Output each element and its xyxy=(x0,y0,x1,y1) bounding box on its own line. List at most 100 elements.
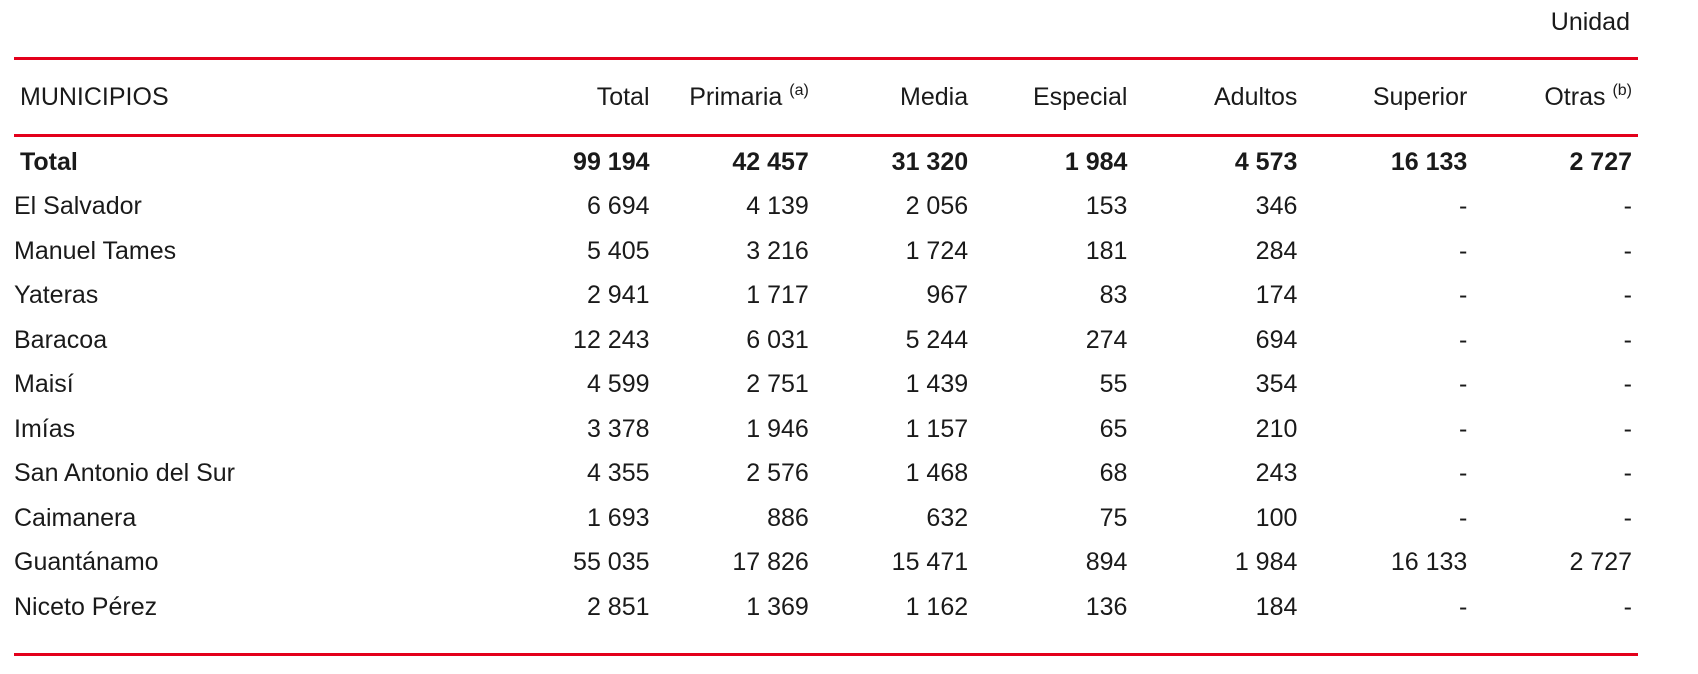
cell-primaria: 3 216 xyxy=(746,236,809,265)
table-row: Yateras 2 941 1 717 967 83 174 - - xyxy=(14,274,1638,319)
cell-media: 1 468 xyxy=(905,459,969,488)
total-row: Total 99 194 42 457 31 320 1 984 4 573 1… xyxy=(14,140,1638,185)
table-row: Niceto Pérez 2 851 1 369 1 162 136 184 - - xyxy=(14,585,1638,630)
header-primaria: Primaria (a) xyxy=(656,60,815,134)
cell-especial: 55 xyxy=(1099,370,1128,399)
cell-adultos: 210 xyxy=(1255,414,1298,443)
cell-total: 5 405 xyxy=(586,236,650,265)
total-row-media: 31 320 xyxy=(891,147,969,176)
cell-especial: 68 xyxy=(1099,459,1128,488)
cell-especial: 153 xyxy=(1085,192,1128,221)
total-row-otras: 2 727 xyxy=(1569,147,1632,176)
header-municipios: MUNICIPIOS xyxy=(20,83,169,111)
cell-primaria: 1 369 xyxy=(746,592,809,621)
cell-media: 1 157 xyxy=(905,414,969,443)
municipio-name: Niceto Pérez xyxy=(14,592,158,621)
cell-superior: - xyxy=(1459,281,1468,310)
cell-primaria: 2 576 xyxy=(746,459,809,488)
cell-otras: - xyxy=(1623,503,1632,532)
municipio-name: Yateras xyxy=(14,281,99,310)
municipio-name: Baracoa xyxy=(14,325,108,354)
cell-otras: - xyxy=(1623,414,1632,443)
cell-primaria: 1 717 xyxy=(746,281,809,310)
cell-total: 55 035 xyxy=(573,548,650,577)
cell-superior: - xyxy=(1459,592,1468,621)
municipio-name: Caimanera xyxy=(14,503,137,532)
total-row-total: 99 194 xyxy=(573,147,650,176)
cell-especial: 136 xyxy=(1085,592,1128,621)
cell-total: 6 694 xyxy=(586,192,650,221)
table-row: Baracoa 12 243 6 031 5 244 274 694 - - xyxy=(14,318,1638,363)
header-media: Media xyxy=(900,82,969,111)
cell-especial: 181 xyxy=(1085,236,1128,265)
cell-otras: - xyxy=(1623,592,1632,621)
municipio-name: Manuel Tames xyxy=(14,236,177,265)
table-row: Caimanera 1 693 886 632 75 100 - - xyxy=(14,496,1638,541)
header-primaria-note: (a) xyxy=(789,82,809,99)
municipio-name: Guantánamo xyxy=(14,548,159,577)
cell-otras: - xyxy=(1623,281,1632,310)
cell-media: 2 056 xyxy=(905,192,969,221)
cell-total: 1 693 xyxy=(586,503,650,532)
cell-otras: 2 727 xyxy=(1569,548,1632,577)
table-row: Manuel Tames 5 405 3 216 1 724 181 284 - - xyxy=(14,229,1638,274)
cell-adultos: 243 xyxy=(1255,459,1298,488)
cell-superior: - xyxy=(1459,192,1468,221)
cell-total: 4 599 xyxy=(586,370,650,399)
cell-adultos: 100 xyxy=(1255,503,1298,532)
cell-total: 2 941 xyxy=(586,281,650,310)
cell-media: 1 162 xyxy=(905,592,969,621)
municipio-name: El Salvador xyxy=(14,192,142,221)
header-total: Total xyxy=(596,82,650,111)
cell-total: 2 851 xyxy=(586,592,650,621)
cell-primaria: 17 826 xyxy=(732,548,809,577)
header-row: MUNICIPIOS Total Primaria (a) Media Espe… xyxy=(14,60,1638,134)
table-row: Imías 3 378 1 946 1 157 65 210 - - xyxy=(14,407,1638,452)
cell-otras: - xyxy=(1623,459,1632,488)
cell-media: 632 xyxy=(926,503,969,532)
bottom-rule xyxy=(14,653,1638,656)
cell-primaria: 886 xyxy=(767,503,809,532)
header-otras: Otras (b) xyxy=(1473,60,1638,134)
header-otras-note: (b) xyxy=(1612,82,1632,99)
cell-superior: - xyxy=(1459,414,1468,443)
total-row-primaria: 42 457 xyxy=(732,147,809,176)
cell-primaria: 1 946 xyxy=(746,414,809,443)
header-adultos: Adultos xyxy=(1214,82,1298,111)
table-row: El Salvador 6 694 4 139 2 056 153 346 - - xyxy=(14,185,1638,230)
cell-adultos: 184 xyxy=(1255,592,1298,621)
total-row-especial: 1 984 xyxy=(1064,147,1128,176)
cell-media: 1 439 xyxy=(905,370,969,399)
header-especial: Especial xyxy=(1032,82,1128,111)
cell-especial: 274 xyxy=(1085,325,1128,354)
cell-primaria: 2 751 xyxy=(746,370,809,399)
table-row: Maisí 4 599 2 751 1 439 55 354 - - xyxy=(14,363,1638,408)
header-superior: Superior xyxy=(1372,82,1468,111)
data-table: MUNICIPIOS Total Primaria (a) Media Espe… xyxy=(14,60,1638,630)
cell-otras: - xyxy=(1623,370,1632,399)
table-row: Guantánamo 55 035 17 826 15 471 894 1 984 16 1… xyxy=(14,541,1638,586)
header-otras-label: Otras xyxy=(1544,83,1606,111)
unit-label: Unidad xyxy=(1550,8,1630,36)
municipio-name: San Antonio del Sur xyxy=(14,459,235,488)
header-primaria-label: Primaria xyxy=(689,83,783,111)
cell-media: 1 724 xyxy=(905,236,969,265)
cell-adultos: 354 xyxy=(1255,370,1298,399)
cell-adultos: 694 xyxy=(1255,325,1298,354)
cell-total: 12 243 xyxy=(573,325,650,354)
total-row-superior: 16 133 xyxy=(1390,147,1468,176)
cell-especial: 65 xyxy=(1099,414,1128,443)
cell-media: 967 xyxy=(926,281,969,310)
cell-otras: - xyxy=(1623,236,1632,265)
cell-superior: - xyxy=(1459,236,1468,265)
cell-superior: - xyxy=(1459,325,1468,354)
cell-total: 3 378 xyxy=(586,414,650,443)
municipio-name: Imías xyxy=(14,414,76,443)
cell-especial: 83 xyxy=(1099,281,1128,310)
cell-adultos: 284 xyxy=(1255,236,1298,265)
cell-adultos: 174 xyxy=(1255,281,1298,310)
cell-especial: 75 xyxy=(1099,503,1128,532)
cell-superior: - xyxy=(1459,370,1468,399)
cell-superior: 16 133 xyxy=(1390,548,1468,577)
cell-otras: - xyxy=(1623,192,1632,221)
